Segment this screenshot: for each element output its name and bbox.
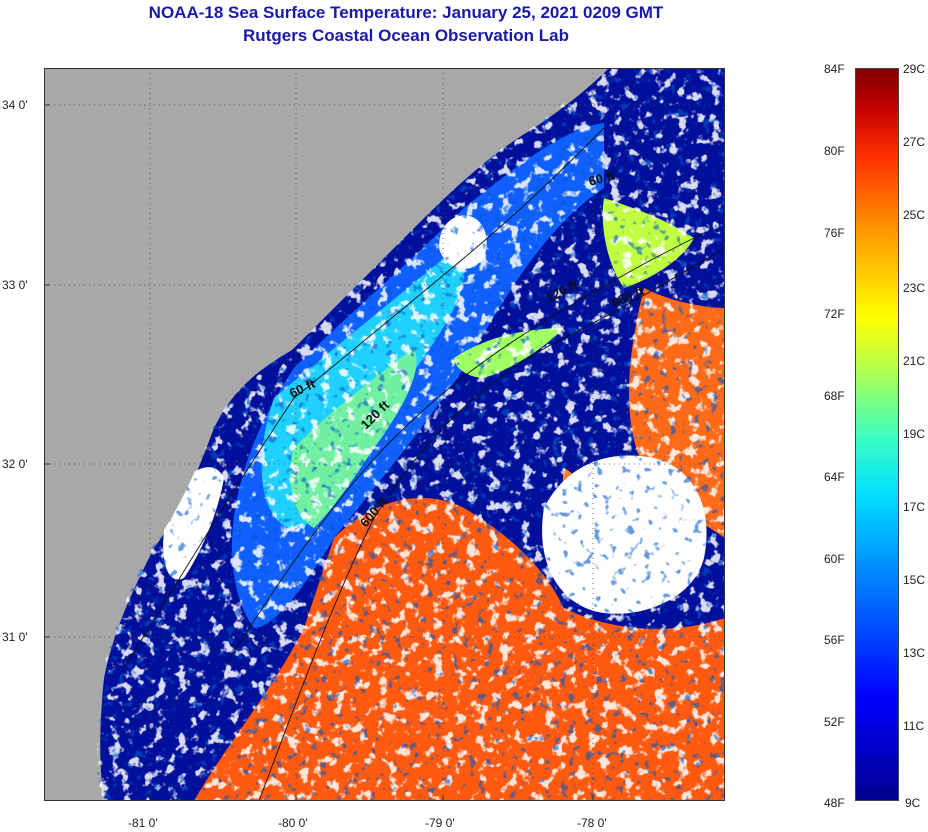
lat-label: 33 0' — [2, 278, 28, 292]
temperature-colorbar — [855, 68, 899, 801]
colorbar-c-label: 11C — [903, 719, 925, 733]
lon-label: -78 0' — [577, 816, 607, 830]
colorbar-f-label: 76F — [824, 226, 845, 240]
colorbar-c-label: 21C — [903, 354, 926, 368]
isobath-120ft — [223, 232, 705, 669]
colorbar-f-label: 56F — [824, 633, 845, 647]
map-title: NOAA-18 Sea Surface Temperature: January… — [148, 3, 664, 22]
colorbar-f-label: 68F — [824, 389, 845, 403]
colorbar-f-label: 60F — [824, 552, 845, 566]
lat-label: 34 0' — [2, 98, 28, 112]
colorbar-c-label: 9C — [905, 796, 921, 810]
axis-ticks — [44, 104, 594, 801]
isobath-600ft — [258, 247, 725, 801]
colorbar-f-label: 72F — [824, 307, 845, 321]
colorbar-c-label: 17C — [903, 500, 926, 514]
map-frame — [44, 68, 725, 801]
lat-label: 32 0' — [2, 457, 28, 471]
colorbar-f-label: 64F — [824, 470, 845, 484]
colorbar-c-label: 29C — [903, 62, 926, 76]
isobath-lines — [123, 127, 725, 801]
colorbar-f-label: 80F — [824, 144, 845, 158]
lat-label: 31 0' — [2, 630, 28, 644]
colorbar-c-label: 27C — [903, 135, 926, 149]
land-overlay — [44, 68, 604, 801]
colorbar-f-label: 84F — [824, 62, 845, 76]
colorbar-f-label: 48F — [824, 796, 845, 810]
lon-label: -81 0' — [128, 816, 158, 830]
colorbar-c-label: 15C — [903, 573, 926, 587]
map-subtitle: Rutgers Coastal Ocean Observation Lab — [243, 26, 569, 45]
colorbar-c-label: 13C — [903, 646, 926, 660]
graticule — [44, 68, 725, 801]
colorbar-c-label: 23C — [903, 281, 926, 295]
isobath-label: 60 ft — [587, 167, 617, 189]
sst-map: 60 ft 60 ft 120 ft 120 ft 600 ft 600 ft — [44, 68, 725, 801]
lon-label: -80 0' — [278, 816, 308, 830]
colorbar-f-label: 52F — [824, 715, 845, 729]
colorbar-c-label: 25C — [903, 208, 926, 222]
colorbar-c-label: 19C — [903, 427, 926, 441]
lon-label: -79 0' — [425, 816, 455, 830]
isobath-60ft — [123, 127, 605, 669]
